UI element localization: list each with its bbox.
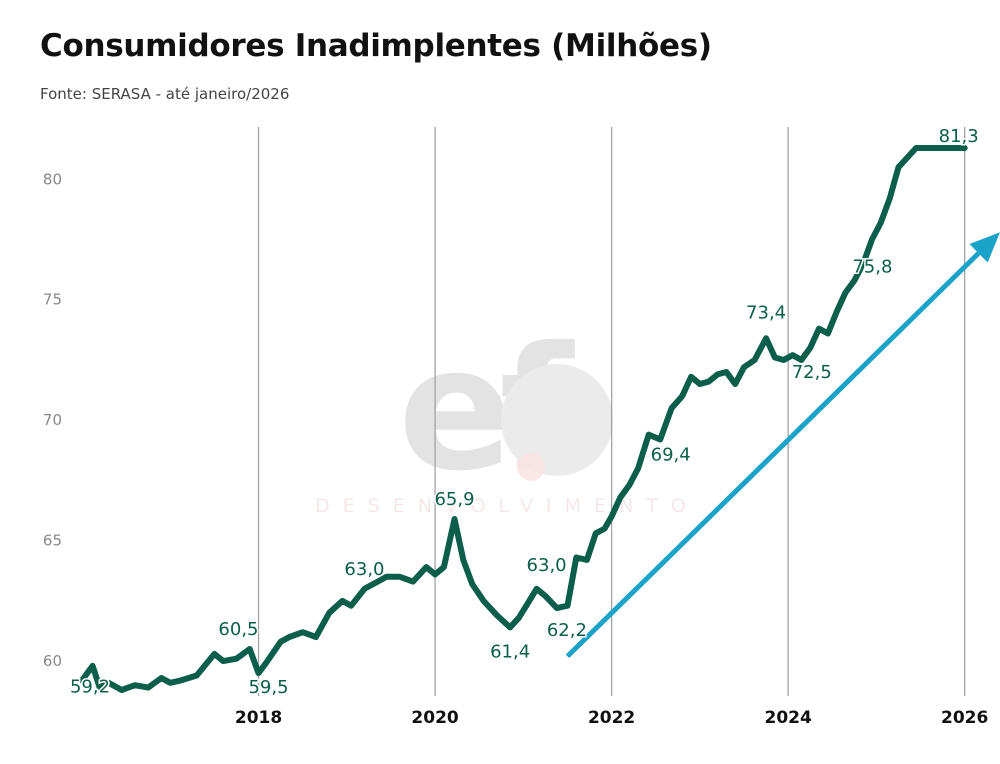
chart-subtitle: Fonte: SERASA - até janeiro/2026 — [40, 85, 290, 103]
data-label: 81,3 — [939, 126, 979, 147]
x-tick-label: 2020 — [411, 708, 458, 728]
data-label: 61,4 — [490, 641, 530, 662]
y-tick-label: 75 — [43, 291, 62, 309]
trend-arrow-head — [969, 232, 1000, 263]
watermark-tagline: DESENVOLVIMENTO — [315, 495, 699, 517]
data-label: 65,9 — [434, 489, 474, 510]
watermark-dot — [517, 453, 545, 481]
y-tick-label: 70 — [43, 411, 62, 429]
data-label: 72,5 — [792, 362, 832, 383]
data-label: 59,5 — [248, 677, 288, 698]
data-label: 60,5 — [218, 619, 258, 640]
x-tick-label: 2024 — [764, 708, 811, 728]
x-tick-label: 2026 — [941, 708, 988, 728]
data-label: 75,8 — [852, 256, 892, 277]
data-label: 69,4 — [651, 445, 691, 466]
data-label: 73,4 — [746, 302, 786, 323]
data-label: 62,2 — [547, 620, 587, 641]
data-label: 59,2 — [70, 676, 110, 697]
x-tick-label: 2018 — [235, 708, 282, 728]
y-tick-label: 60 — [43, 652, 62, 670]
trend-arrow-line — [565, 251, 981, 659]
x-tick-label: 2022 — [588, 708, 635, 728]
y-tick-label: 80 — [43, 170, 62, 188]
watermark-logo-text: ef — [398, 311, 575, 509]
series-line-0 — [79, 145, 968, 693]
watermark-circle — [501, 364, 613, 476]
data-label: 63,0 — [527, 555, 567, 576]
y-tick-label: 65 — [43, 532, 62, 550]
chart-title: Consumidores Inadimplentes (Milhões) — [40, 28, 712, 64]
data-label: 63,0 — [344, 559, 384, 580]
watermark-logo: ef DESENVOLVIMENTO — [315, 311, 699, 517]
